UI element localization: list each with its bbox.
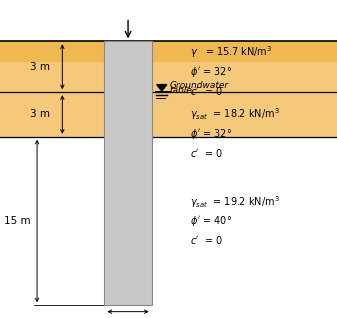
Text: $c'$  = 0: $c'$ = 0 xyxy=(190,234,223,246)
Text: $c'$  = 0: $c'$ = 0 xyxy=(190,85,223,97)
Text: 3 m: 3 m xyxy=(30,109,51,120)
Text: $\gamma$   = 15.7 kN/m$^3$: $\gamma$ = 15.7 kN/m$^3$ xyxy=(190,45,272,60)
Text: table: table xyxy=(170,86,192,95)
Text: 15 m: 15 m xyxy=(3,216,30,226)
Text: $\gamma_{sat}$  = 19.2 kN/m$^3$: $\gamma_{sat}$ = 19.2 kN/m$^3$ xyxy=(190,194,280,210)
Bar xyxy=(0,92,104,137)
Bar xyxy=(152,92,337,137)
Text: $\phi'$ = 40°: $\phi'$ = 40° xyxy=(190,214,233,228)
Bar xyxy=(152,41,337,92)
Bar xyxy=(0,41,104,92)
Text: $\phi'$ = 32°: $\phi'$ = 32° xyxy=(190,127,233,141)
Polygon shape xyxy=(157,85,167,91)
Bar xyxy=(0,41,104,62)
Text: $\gamma_{sat}$  = 18.2 kN/m$^3$: $\gamma_{sat}$ = 18.2 kN/m$^3$ xyxy=(190,107,280,122)
Text: $\phi'$ = 32°: $\phi'$ = 32° xyxy=(190,65,233,79)
Text: Groundwater: Groundwater xyxy=(170,81,228,90)
Bar xyxy=(152,41,337,62)
Bar xyxy=(104,41,152,305)
Text: 3 m: 3 m xyxy=(30,62,51,72)
Text: $c'$  = 0: $c'$ = 0 xyxy=(190,147,223,159)
